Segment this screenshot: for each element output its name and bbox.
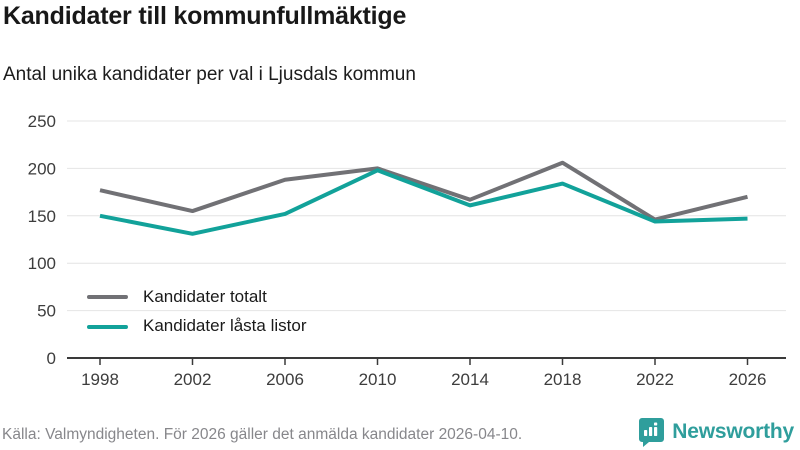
x-tick-label: 2022 (636, 370, 674, 389)
series-line-0 (99, 160, 748, 222)
legend-swatch-total (87, 295, 128, 300)
x-tick-label: 2018 (544, 370, 582, 389)
y-tick-label: 250 (28, 112, 56, 131)
legend-item-total: Kandidater totalt (87, 287, 306, 307)
newsworthy-logo: Newsworthy (638, 416, 794, 448)
y-tick-label: 0 (47, 349, 56, 368)
newsworthy-icon (639, 418, 665, 447)
x-tick-label: 2002 (174, 370, 212, 389)
y-tick-label: 100 (28, 254, 56, 273)
legend-swatch-locked-lists (87, 324, 128, 329)
x-tick-label: 2026 (729, 370, 767, 389)
legend-label-total: Kandidater totalt (143, 287, 267, 306)
y-tick-label: 150 (28, 207, 56, 226)
chart-legend: Kandidater totalt Kandidater låsta listo… (87, 287, 306, 337)
y-tick-label: 200 (28, 159, 56, 178)
page-title: Kandidater till kommunfullmäktige (3, 2, 407, 30)
legend-label-locked-lists: Kandidater låsta listor (143, 316, 307, 336)
x-tick-label: 1998 (81, 370, 119, 389)
series-line-1 (99, 168, 748, 236)
x-tick-label: 2006 (266, 370, 304, 389)
y-tick-label: 50 (37, 302, 56, 321)
brand-name: Newsworthy (672, 420, 794, 443)
x-tick-label: 2010 (359, 370, 397, 389)
legend-item-locked-lists: Kandidater låsta listor (87, 316, 306, 336)
chart-subtitle: Antal unika kandidater per val i Ljusdal… (3, 64, 416, 85)
x-tick-label: 2014 (451, 370, 489, 389)
source-note: Källa: Valmyndigheten. För 2026 gäller d… (2, 426, 523, 443)
